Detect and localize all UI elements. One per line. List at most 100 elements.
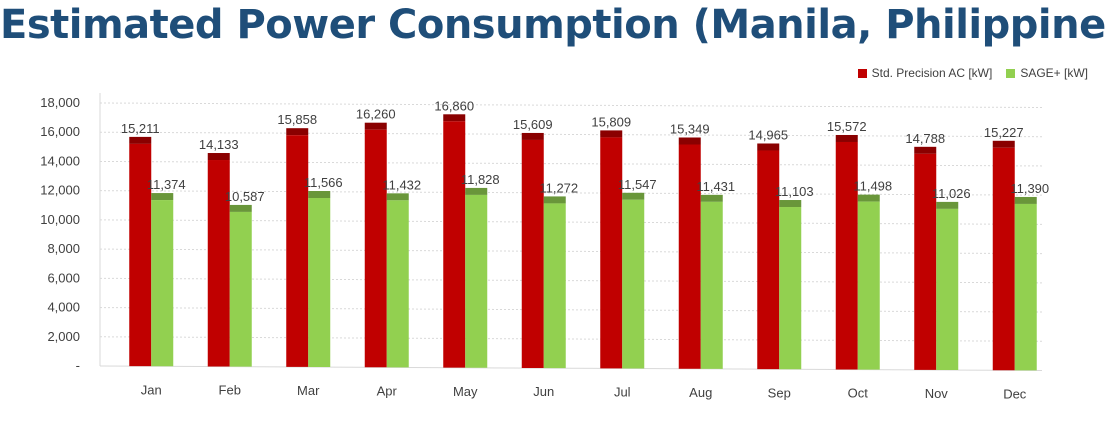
bar-top (521, 132, 544, 140)
bar-top (700, 194, 723, 202)
data-label: 11,374 (147, 177, 186, 192)
data-label: 10,587 (225, 189, 265, 204)
gridline (99, 102, 1043, 108)
data-label: 14,965 (748, 127, 788, 142)
bar-top (129, 136, 152, 144)
data-label: 11,431 (696, 179, 735, 194)
data-label: 11,828 (461, 172, 500, 187)
bar-top (835, 134, 858, 142)
x-tick-label: Jan (141, 382, 162, 397)
legend-item-series-1: Std. Precision AC [kW] (857, 66, 993, 80)
bar-top (207, 153, 230, 161)
legend-label-series-2: SAGE+ [kW] (1020, 66, 1088, 80)
bar-top (936, 201, 959, 209)
x-tick-label: Dec (1003, 386, 1027, 401)
data-label: 14,133 (199, 137, 239, 152)
x-tick-label: Jun (533, 384, 554, 399)
data-label: 15,211 (121, 121, 160, 136)
bar (521, 139, 544, 369)
data-label: 16,260 (356, 107, 396, 122)
gridline (99, 190, 1043, 196)
data-label: 11,103 (775, 184, 814, 199)
bar-top (543, 196, 566, 204)
y-tick-label: 6,000 (47, 270, 80, 285)
bar (286, 135, 309, 367)
bar (1014, 203, 1037, 371)
y-tick-label: - (76, 358, 80, 373)
chart-legend: Std. Precision AC [kW] SAGE+ [kW] (844, 66, 1088, 80)
bar-top (600, 130, 623, 138)
legend-item-series-2: SAGE+ [kW] (1006, 66, 1088, 80)
y-tick-label: 4,000 (47, 300, 80, 315)
y-tick-label: 2,000 (47, 329, 80, 344)
bar (779, 207, 802, 370)
gridline (99, 307, 1043, 313)
y-tick-label: 16,000 (40, 124, 80, 139)
bar (700, 201, 723, 369)
y-tick-label: 12,000 (40, 183, 80, 198)
x-tick-label: May (453, 384, 478, 399)
bar-top (678, 137, 701, 145)
y-tick-label: 8,000 (47, 241, 80, 256)
x-tick-label: Feb (219, 383, 241, 398)
legend-swatch-series-1 (857, 68, 867, 78)
bar (992, 147, 1015, 371)
data-label: 15,572 (827, 119, 867, 134)
x-tick-label: Mar (297, 383, 320, 398)
gridline (99, 219, 1043, 225)
legend-label-series-1: Std. Precision AC [kW] (871, 66, 993, 80)
data-label: 11,432 (382, 177, 421, 192)
y-tick-label: 14,000 (40, 153, 80, 168)
bar (129, 143, 152, 367)
bar-top (779, 200, 802, 208)
bar (622, 199, 645, 369)
bar-top (622, 192, 645, 200)
chart-title: Estimated Power Consumption (Manila, Phi… (0, 2, 1106, 48)
gridline (99, 248, 1043, 255)
bar (151, 200, 174, 367)
bar (936, 208, 959, 370)
data-label: 14,788 (905, 131, 945, 146)
data-label: 16,860 (434, 98, 474, 113)
data-label: 11,498 (853, 179, 892, 194)
bar (543, 203, 566, 369)
data-label: 11,026 (932, 186, 971, 201)
data-label: 15,349 (670, 121, 710, 136)
x-tick-label: Nov (925, 386, 949, 401)
gridline (99, 131, 1043, 138)
bar-top (308, 191, 331, 199)
bar-top (151, 193, 174, 201)
y-tick-label: 10,000 (40, 212, 80, 227)
data-label: 15,809 (591, 114, 631, 129)
bar (857, 201, 880, 370)
bar-top (443, 114, 466, 122)
data-label: 11,390 (1010, 181, 1049, 196)
gridline (99, 336, 1043, 342)
bar (757, 150, 780, 370)
x-tick-label: Aug (689, 385, 712, 400)
bar-top (286, 128, 309, 136)
bar-top (364, 122, 387, 130)
x-tick-label: Sep (768, 385, 791, 400)
bar (229, 211, 252, 367)
data-label: 15,227 (984, 125, 1024, 140)
bar-top (914, 146, 937, 154)
bar (308, 198, 331, 367)
data-label: 15,858 (277, 112, 317, 127)
y-tick-label: 18,000 (40, 95, 80, 110)
x-tick-label: Oct (848, 386, 869, 401)
bar-top (1014, 196, 1037, 204)
x-tick-label: Apr (377, 383, 398, 398)
data-label: 11,566 (304, 175, 343, 190)
legend-swatch-series-2 (1006, 68, 1016, 78)
bar (207, 160, 230, 367)
data-label: 15,609 (513, 117, 553, 132)
bar (600, 137, 623, 369)
bar (678, 144, 701, 369)
gridline (99, 365, 1043, 371)
bar-top (857, 194, 880, 202)
data-label: 11,272 (539, 180, 578, 195)
bar (386, 200, 409, 368)
bar-top (386, 193, 409, 201)
